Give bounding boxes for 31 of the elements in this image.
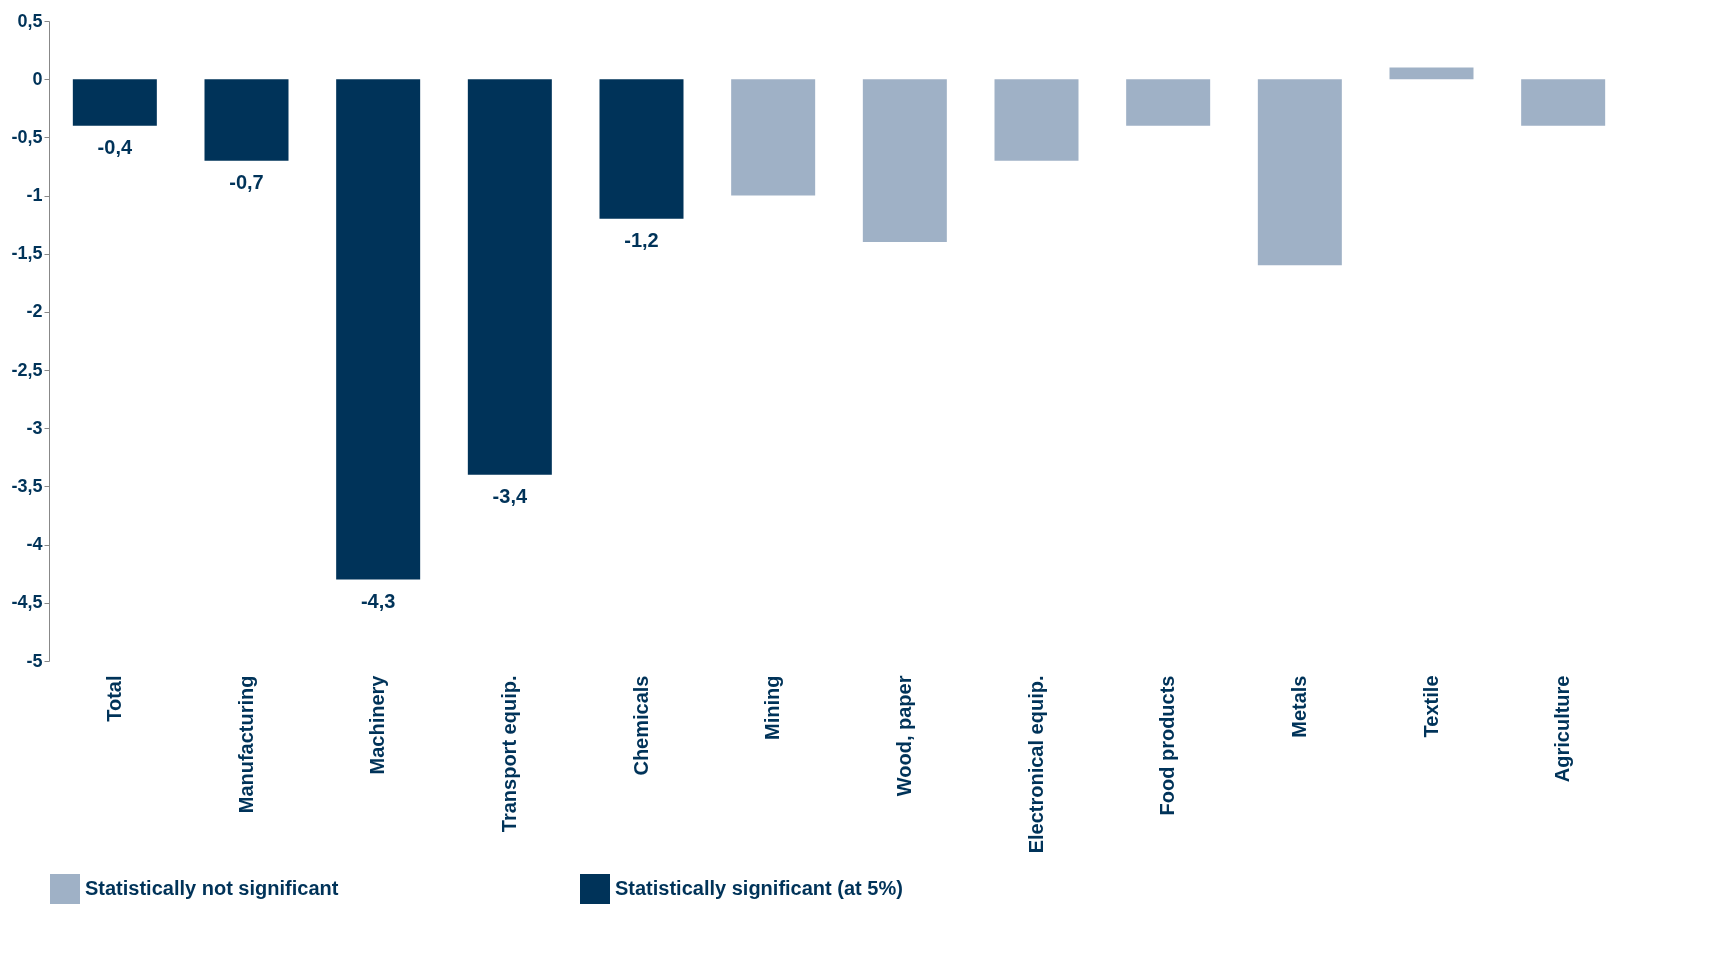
data-label: -0,4 [97,135,133,158]
x-tick-label: Manufacturing [234,675,257,814]
x-tick-label: Agriculture [1551,675,1574,783]
legend-label: Statistically significant (at 5%) [615,877,903,899]
x-tick-label: Food products [1156,675,1179,816]
y-tick-label: -1 [26,185,43,206]
y-tick-label: 0 [32,68,43,89]
y-tick-label: -2,5 [11,359,43,380]
legend-label: Statistically not significant [85,877,339,899]
y-tick-label: -5 [26,650,43,671]
y-tick-label: -2 [26,301,43,322]
x-tick-label: Total [102,675,125,722]
y-tick-label: -4,5 [11,592,43,613]
data-label: -0,7 [229,170,264,193]
x-tick-label: Metals [1287,675,1310,738]
x-tick-label: Wood, paper [892,675,915,797]
y-tick-label: 0,5 [17,10,43,31]
data-label: -4,3 [360,589,396,612]
x-tick-label: Textile [1419,675,1442,738]
x-tick-label: Chemicals [629,675,652,776]
y-tick-label: -1,5 [11,243,43,264]
x-tick-label: Mining [761,675,784,740]
data-label: -3,4 [492,484,528,507]
y-tick-label: -3 [26,417,43,438]
x-tick-label: Machinery [366,674,389,775]
y-tick-label: -3,5 [11,475,43,496]
data-label: -1,2 [624,228,659,251]
y-tick-label: -0,5 [11,126,43,147]
y-tick-label: -4 [26,534,43,555]
x-tick-label: Transport equip. [497,675,520,833]
x-tick-label: Electronical equip. [1024,675,1047,854]
